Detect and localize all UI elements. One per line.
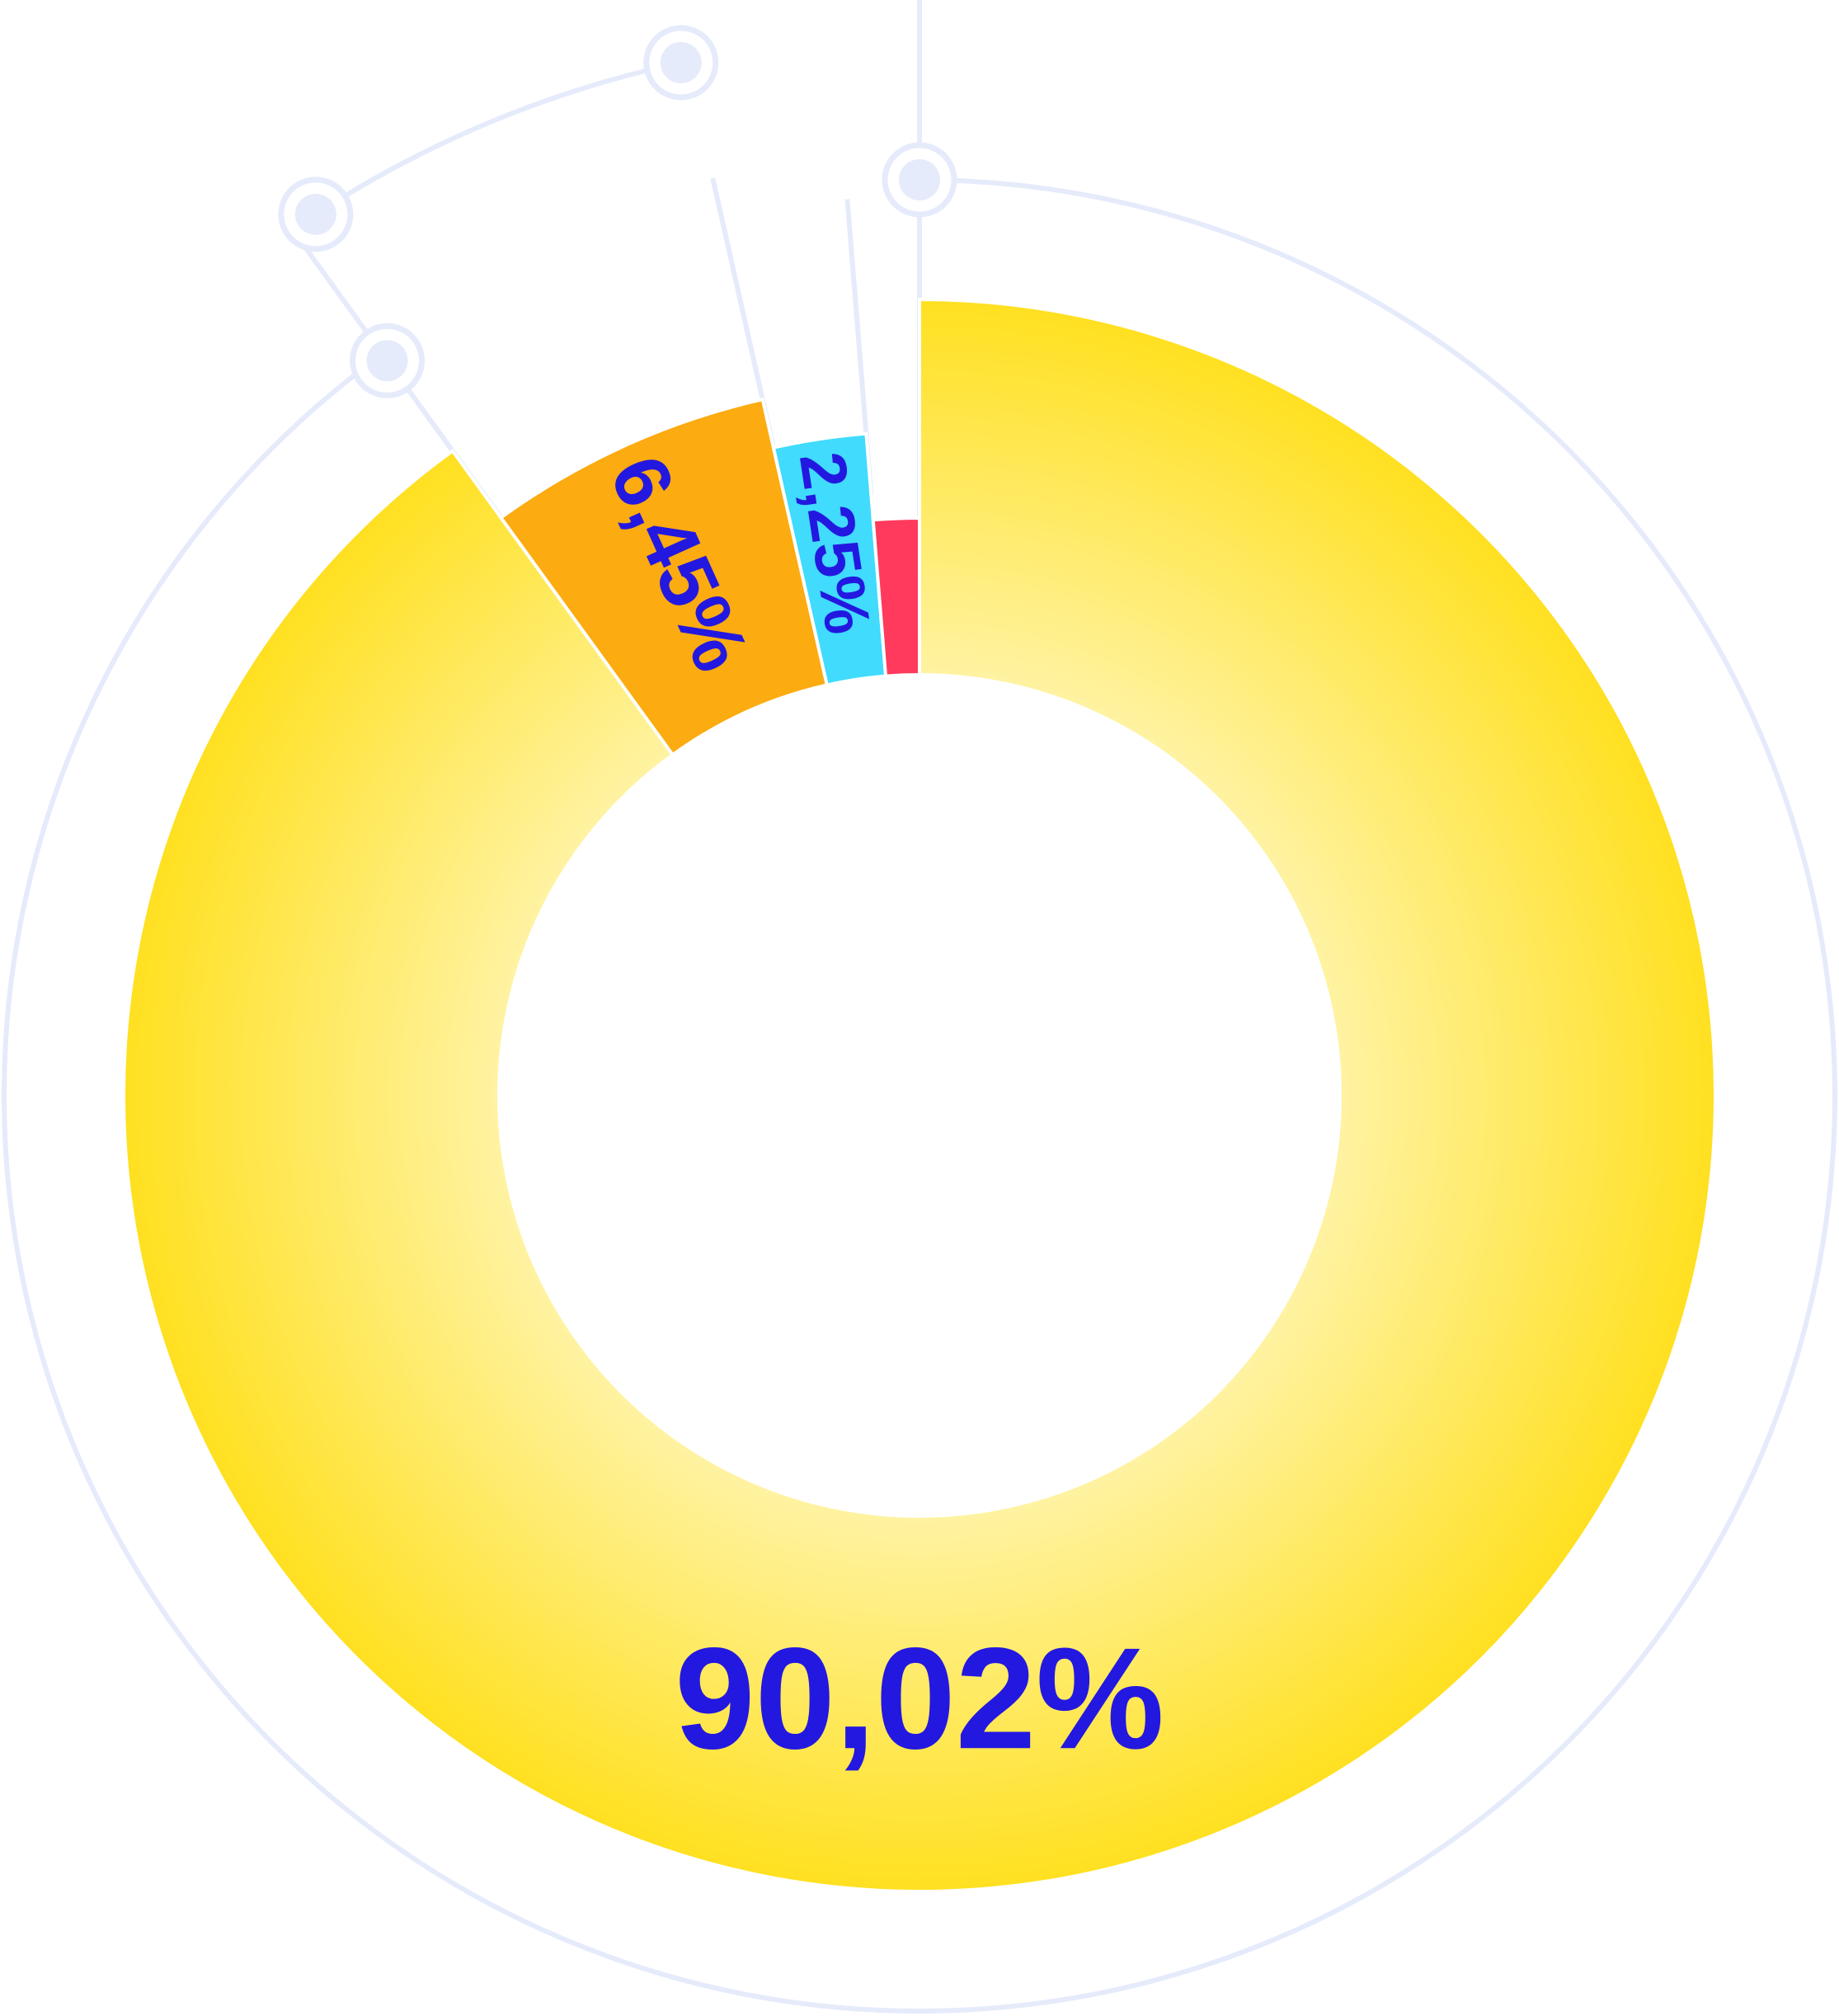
guide-markers — [278, 25, 957, 398]
donut-slice-2 — [498, 397, 830, 757]
guide-arc-upper — [314, 60, 682, 217]
guide-marker-dot-3 — [294, 193, 336, 235]
guide-marker-dot-1 — [899, 159, 940, 200]
guide-marker-dot-2 — [366, 340, 408, 382]
slice-labels: 90,02%6,45% 2,25% — [593, 443, 1164, 1779]
slice-label-1: 90,02% — [675, 1618, 1164, 1779]
donut-slice-1 — [122, 297, 1717, 1893]
guide-marker-dot-4 — [660, 41, 702, 83]
donut-slices — [122, 297, 1717, 1893]
guide-ring — [2, 177, 1837, 2014]
donut-slice-4 — [871, 516, 921, 678]
